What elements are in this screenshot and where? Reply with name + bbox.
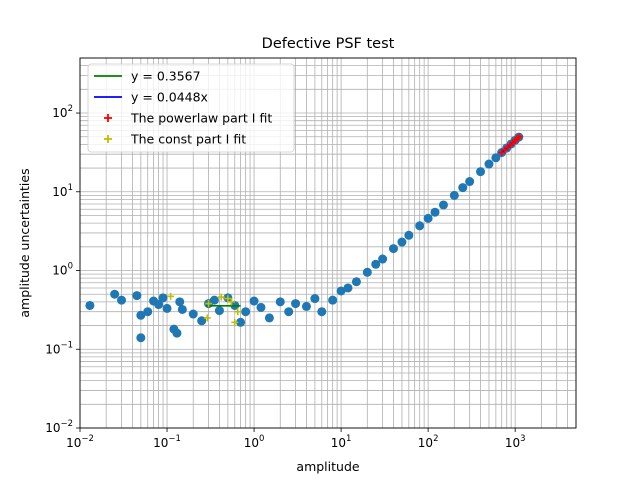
legend-label: The const part I fit	[130, 132, 246, 147]
data-point	[236, 317, 246, 327]
data-point	[449, 190, 459, 200]
data-point	[397, 237, 407, 247]
x-tick-label: 102	[418, 434, 439, 450]
y-axis-label: amplitude uncertainties	[17, 168, 32, 317]
data-point	[458, 183, 468, 193]
legend-label: The powerlaw part I fit	[130, 111, 272, 126]
data-point	[110, 289, 120, 299]
x-tick-label: 103	[505, 434, 526, 450]
legend-label: y = 0.0448x	[131, 90, 208, 105]
data-point	[214, 306, 224, 316]
data-point	[343, 283, 353, 293]
data-point	[175, 297, 185, 307]
legend-box	[87, 63, 295, 153]
data-point	[438, 200, 448, 210]
legend-item: The const part I fit	[104, 132, 246, 147]
plot-frame	[79, 57, 577, 429]
data-point	[351, 277, 361, 287]
plus-marker	[224, 295, 232, 303]
data-point	[209, 295, 219, 305]
data-point	[132, 291, 142, 301]
data-point	[241, 307, 251, 317]
data-point	[310, 294, 320, 304]
data-point	[465, 177, 475, 187]
plus-marker	[203, 314, 211, 322]
data-point	[249, 296, 259, 306]
legend-swatch-plus	[104, 135, 112, 143]
y-tick-label: 10−1	[45, 340, 73, 356]
x-tick-label: 10−2	[66, 434, 94, 450]
data-point	[388, 244, 398, 254]
data-point	[430, 207, 440, 217]
plus-marker	[234, 308, 242, 316]
data-point	[491, 153, 501, 163]
data-point	[117, 295, 127, 305]
x-tick-label: 10−1	[153, 434, 181, 450]
legend-label: y = 0.3567	[131, 69, 201, 84]
data-point	[484, 159, 494, 169]
scatter-points	[85, 132, 524, 343]
x-axis-ticks: 10−2 10−1 100 101 102 103	[66, 428, 526, 450]
data-point	[317, 307, 327, 317]
plus-marker	[231, 318, 239, 326]
x-axis-label: amplitude	[296, 459, 359, 474]
data-point	[404, 230, 414, 240]
y-tick-label: 100	[52, 262, 73, 278]
legend-swatch-plus	[104, 114, 112, 122]
data-point	[188, 309, 198, 319]
chart-title: Defective PSF test	[262, 36, 395, 52]
data-point	[172, 328, 182, 338]
plus-marker	[205, 300, 213, 308]
y-axis-ticks: 10−2 10−1 100 101 102	[45, 104, 80, 435]
y-tick-label: 102	[52, 104, 73, 120]
data-point	[177, 304, 187, 314]
data-point	[378, 254, 388, 264]
plus-marker	[217, 293, 225, 301]
data-point	[362, 267, 372, 277]
y-tick-label: 10−2	[45, 419, 73, 435]
data-point	[264, 313, 274, 323]
legend-item: y = 0.0448x	[94, 90, 208, 105]
plus-marker	[167, 292, 175, 300]
data-point	[301, 301, 311, 311]
data-point	[136, 333, 146, 343]
data-point	[415, 221, 425, 231]
x-tick-label: 101	[331, 434, 352, 450]
x-tick-label: 100	[244, 434, 265, 450]
data-point	[136, 310, 146, 320]
data-point	[85, 300, 95, 310]
plus-marker	[515, 133, 523, 141]
data-point	[291, 299, 301, 309]
data-point	[328, 295, 338, 305]
data-point	[284, 307, 294, 317]
data-point	[275, 297, 285, 307]
legend-item: y = 0.3567	[94, 69, 201, 84]
fit-markers	[167, 133, 523, 326]
data-point	[162, 303, 172, 313]
legend: y = 0.3567 y = 0.0448x The powerlaw part I…	[87, 63, 295, 153]
data-point	[256, 302, 266, 312]
data-point	[143, 307, 153, 317]
data-point	[371, 259, 381, 269]
data-point	[154, 300, 164, 310]
legend-item: The powerlaw part I fit	[104, 111, 272, 126]
y-tick-label: 101	[52, 183, 73, 199]
data-point	[423, 213, 433, 223]
plus-marker	[227, 298, 235, 306]
data-point	[476, 167, 486, 177]
data-point	[158, 293, 168, 303]
data-point	[336, 286, 346, 296]
fit-lines	[205, 135, 521, 307]
